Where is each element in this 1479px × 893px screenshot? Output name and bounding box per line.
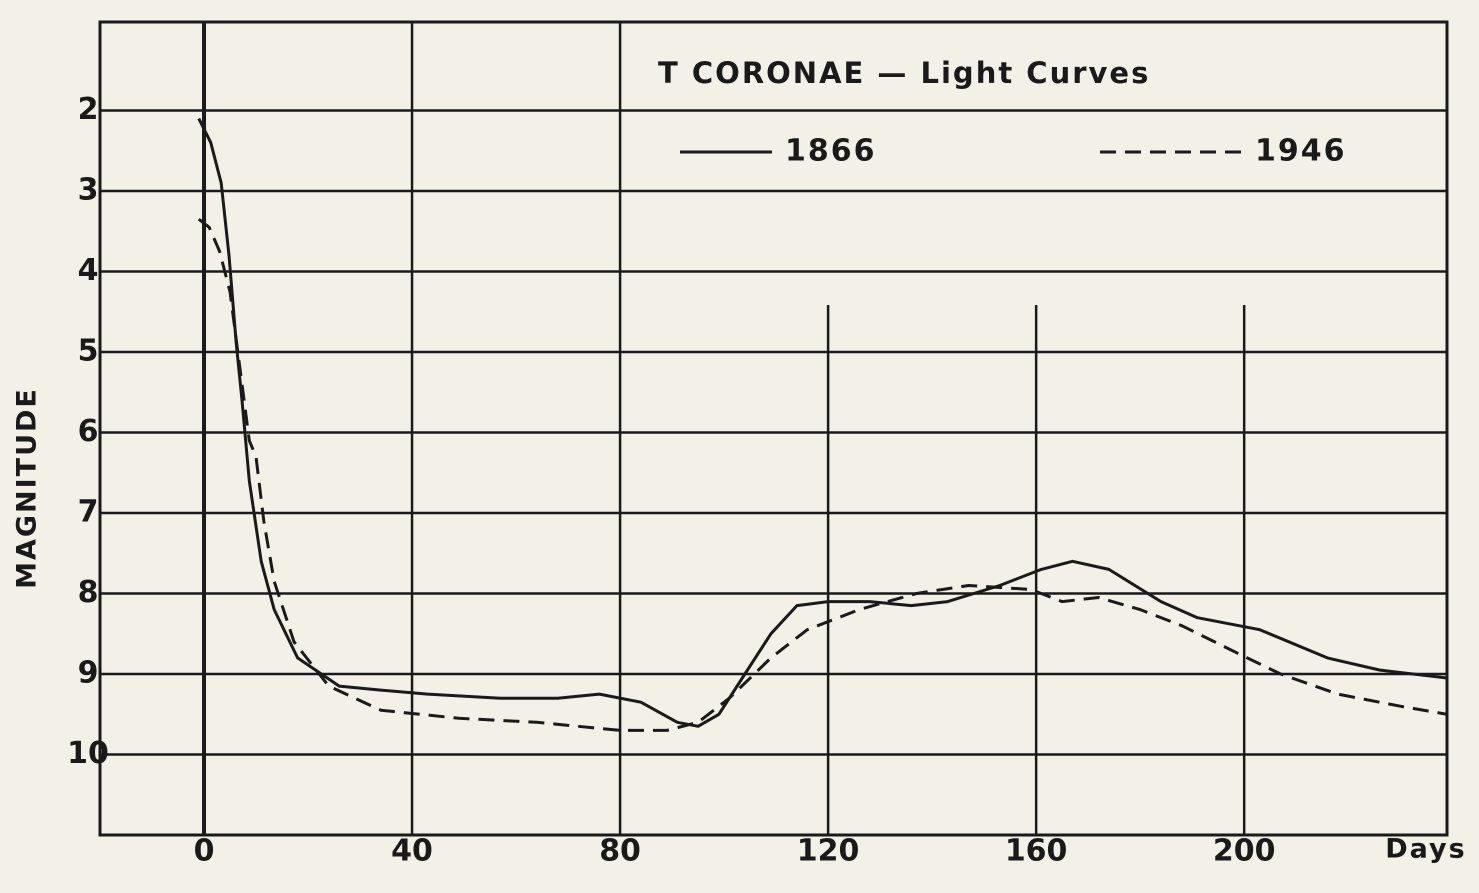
chart-title: T CORONAE — Light Curves xyxy=(658,56,1150,90)
y-tick-label: 7 xyxy=(78,495,99,530)
legend-label: 1946 xyxy=(1255,134,1347,169)
x-tick-label: 40 xyxy=(391,834,433,869)
y-axis-label: MAGNITUDE xyxy=(12,387,43,589)
x-axis-label: Days xyxy=(1385,834,1466,865)
y-tick-label: 5 xyxy=(78,334,99,369)
legend-label: 1866 xyxy=(785,134,877,169)
series-line xyxy=(197,218,1448,732)
x-tick-label: 200 xyxy=(1213,834,1276,869)
x-tick-label: 80 xyxy=(599,834,641,869)
x-tick-label: 0 xyxy=(194,834,215,869)
y-tick-label: 9 xyxy=(78,656,99,691)
x-tick-label: 160 xyxy=(1005,834,1068,869)
series-line xyxy=(197,117,1448,728)
y-tick-label: 2 xyxy=(78,92,99,127)
y-tick-label: 3 xyxy=(78,173,99,208)
y-tick-label: 6 xyxy=(78,414,99,449)
x-tick-label: 120 xyxy=(797,834,860,869)
plot-frame xyxy=(98,20,1449,837)
y-tick-label: 8 xyxy=(78,575,99,610)
y-tick-label: 4 xyxy=(78,253,99,288)
